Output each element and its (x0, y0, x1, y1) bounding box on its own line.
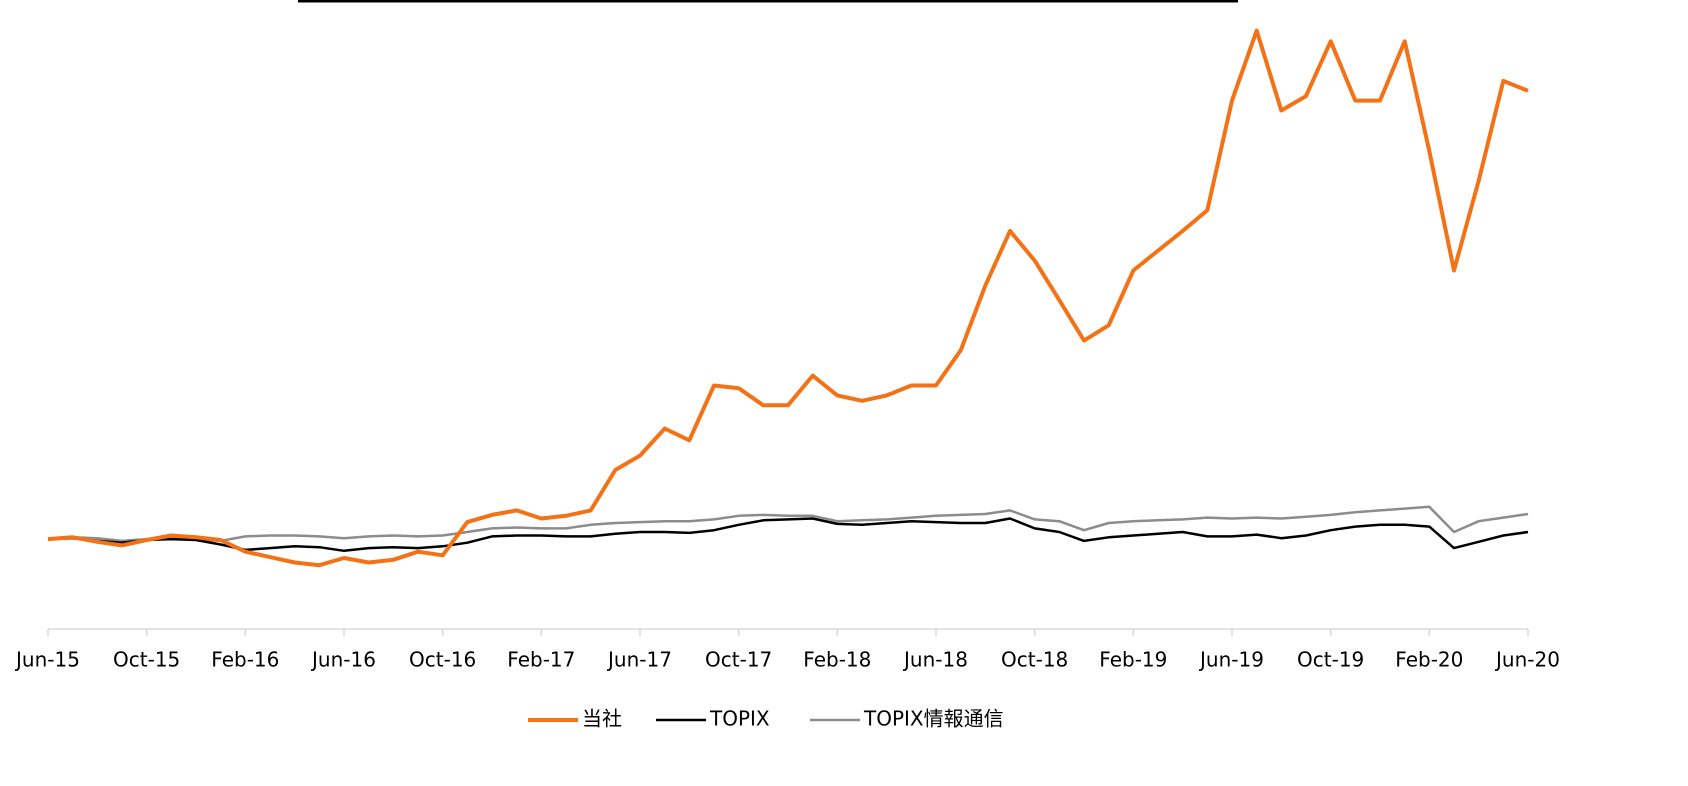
x-tick-label: Oct-16 (409, 648, 476, 672)
x-tick-label: Jun-19 (1198, 648, 1264, 672)
x-tick-label: Jun-16 (310, 648, 376, 672)
legend-label: TOPIX情報通信 (863, 707, 1004, 731)
x-tick-label: Oct-19 (1297, 648, 1364, 672)
x-tick-label: Feb-19 (1099, 648, 1167, 672)
series-line (47, 28, 1529, 568)
x-tick-label: Jun-20 (1494, 648, 1560, 672)
x-tick-label: Feb-20 (1395, 648, 1463, 672)
legend-label: 当社 (582, 707, 622, 731)
x-tick-label: Feb-16 (211, 648, 279, 672)
x-tick-label: Jun-18 (902, 648, 968, 672)
x-tick-label: Feb-18 (803, 648, 871, 672)
x-tick-label: Oct-18 (1001, 648, 1068, 672)
x-tick-label: Jun-17 (606, 648, 672, 672)
x-tick-label: Feb-17 (507, 648, 575, 672)
legend-label: TOPIX (709, 707, 770, 731)
x-tick-label: Oct-17 (705, 648, 772, 672)
series-line (47, 517, 1529, 553)
x-tick-label: Oct-15 (113, 648, 180, 672)
series-line (47, 505, 1529, 543)
x-tick-label: Jun-15 (14, 648, 80, 672)
